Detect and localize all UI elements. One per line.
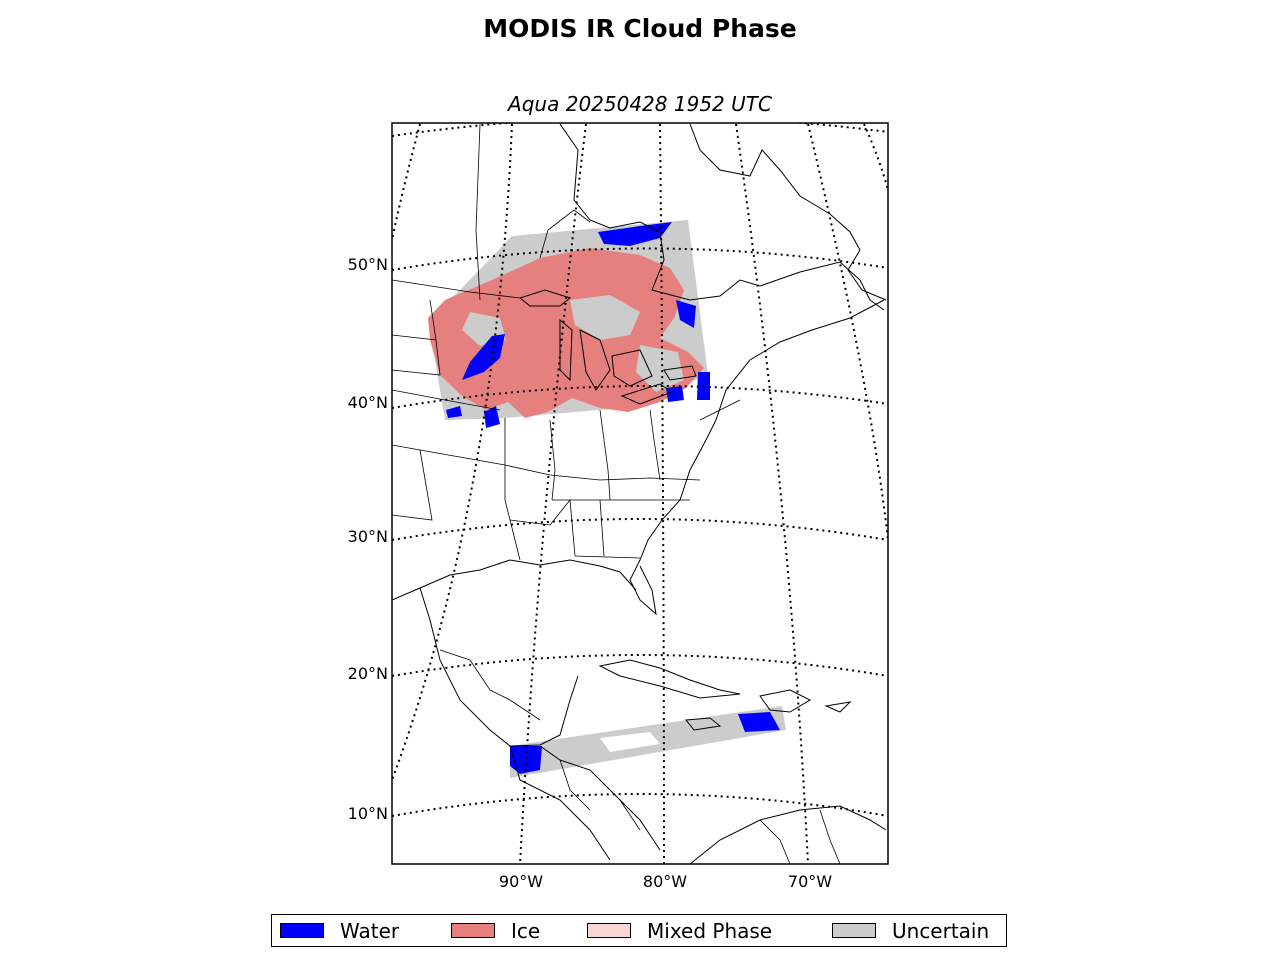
water-patch — [446, 406, 462, 418]
lon-label-70w: 70°W — [787, 872, 833, 891]
lat-label-10n: 10°N — [347, 804, 388, 823]
legend-item-mixed-phase: Mixed Phase — [587, 915, 772, 946]
legend-label-water: Water — [340, 918, 400, 943]
political-borders — [392, 123, 841, 864]
legend-label-uncertain: Uncertain — [892, 918, 990, 943]
legend-swatch-water — [280, 923, 324, 938]
lat-label-50n: 50°N — [347, 255, 388, 274]
water-patch — [598, 222, 672, 246]
legend-item-uncertain: Uncertain — [832, 915, 989, 946]
legend-label-mixed-phase: Mixed Phase — [647, 918, 773, 943]
legend: Water Ice Mixed Phase Uncertain — [271, 914, 1007, 947]
uncertain-patch — [636, 345, 684, 392]
water-patch — [484, 406, 500, 428]
clear-gap — [600, 732, 660, 752]
page-title: MODIS IR Cloud Phase — [483, 14, 797, 43]
lat-label-40n: 40°N — [347, 393, 388, 412]
map-subtitle: Aqua 20250428 1952 UTC — [508, 92, 772, 116]
legend-label-ice: Ice — [511, 918, 541, 943]
lat-label-30n: 30°N — [347, 527, 388, 546]
lat-label-20n: 20°N — [347, 664, 388, 683]
lon-label-80w: 80°W — [642, 872, 688, 891]
graticule-longitudes — [392, 123, 888, 864]
water-patch — [738, 712, 780, 732]
legend-item-water: Water — [280, 915, 399, 946]
legend-swatch-uncertain — [832, 923, 876, 938]
water-patch — [510, 746, 542, 774]
legend-item-ice: Ice — [451, 915, 540, 946]
water-patch — [676, 300, 696, 328]
legend-swatch-mixed-phase — [587, 923, 631, 938]
legend-swatch-ice — [451, 923, 495, 938]
lon-label-90w: 90°W — [498, 872, 544, 891]
water-patch — [462, 334, 505, 380]
uncertain-patch — [570, 295, 640, 340]
map-frame — [391, 122, 889, 865]
ice-region — [428, 248, 704, 418]
water-patch — [666, 386, 684, 402]
